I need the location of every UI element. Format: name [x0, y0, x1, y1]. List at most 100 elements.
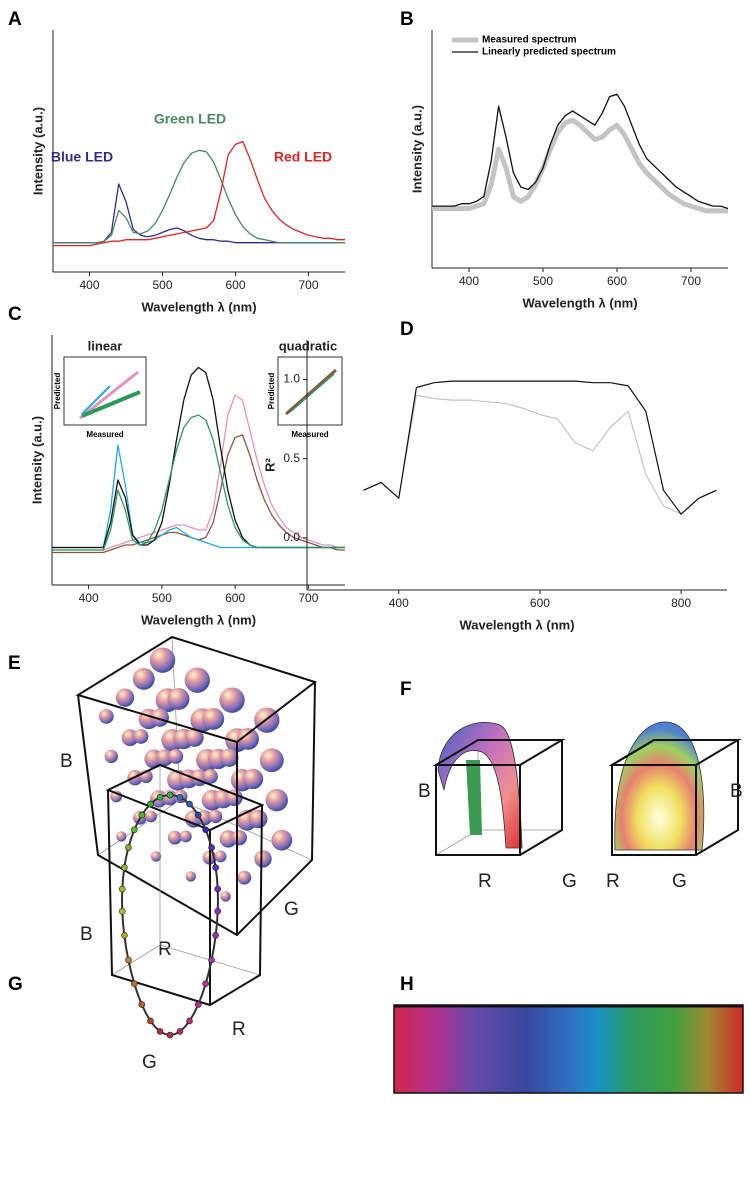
loop-point — [156, 793, 164, 801]
sphere — [168, 748, 184, 764]
loop-point — [176, 793, 184, 801]
sphere — [133, 728, 149, 744]
x-tick-label: 400 — [79, 591, 99, 605]
legend-label: Linearly predicted spectrum — [482, 47, 616, 58]
loop-point — [202, 826, 209, 834]
x-tick-label: 500 — [152, 278, 172, 292]
sphere — [150, 708, 169, 727]
axis-label: G — [672, 871, 687, 892]
axis-label: B — [60, 751, 73, 772]
loop-point — [208, 844, 215, 851]
loop-point — [212, 932, 219, 939]
x-axis-label: Wavelength λ (nm) — [141, 612, 256, 627]
inset-points — [79, 370, 139, 420]
y-axis-label: Intensity (a.u.) — [409, 105, 424, 193]
sphere — [203, 768, 218, 784]
colorbar: H — [393, 974, 744, 1094]
sphere-cube: E B R G — [8, 635, 318, 960]
data-line — [52, 414, 345, 551]
sphere — [219, 687, 245, 713]
spheres — [98, 647, 293, 902]
sphere — [116, 831, 127, 842]
sphere — [208, 809, 223, 824]
loop-point — [131, 826, 138, 834]
inset-points — [81, 385, 111, 415]
loop-point — [156, 1028, 164, 1035]
x-tick-label: 500 — [533, 274, 553, 288]
loop-point — [186, 800, 193, 808]
x-tick-label: 500 — [152, 591, 172, 605]
panel-label: H — [400, 974, 414, 995]
sphere — [185, 871, 196, 882]
data-line — [52, 434, 345, 554]
panel-label: E — [8, 653, 21, 674]
sphere — [104, 749, 118, 764]
loop-point — [214, 908, 222, 915]
inset-linear: linear Measured Predicted — [53, 338, 147, 439]
loop-point — [214, 885, 222, 893]
axis-label: R — [158, 939, 172, 960]
x-tick-label: 800 — [671, 596, 691, 610]
panel-label: B — [400, 9, 414, 30]
loop-point — [166, 791, 174, 799]
cube-edge — [519, 740, 563, 856]
sphere — [220, 891, 231, 902]
sphere — [184, 667, 210, 693]
sphere — [150, 851, 162, 862]
panel-label: F — [400, 679, 412, 700]
inset-points — [289, 373, 335, 413]
inset-quadratic: quadratic Measured Predicted — [267, 338, 343, 439]
loop-point — [166, 1031, 174, 1039]
sphere — [237, 727, 259, 750]
legend-label: Measured spectrum — [482, 35, 577, 46]
loop-point — [125, 844, 132, 851]
axis-label: B — [730, 781, 743, 802]
data-line — [363, 380, 717, 515]
loop-point — [194, 811, 202, 819]
inset-points — [81, 390, 141, 418]
x-axis-label: Wavelength λ (nm) — [522, 295, 637, 310]
panel-label: C — [8, 304, 22, 325]
sphere — [242, 768, 264, 790]
y-tick-label: 0.5 — [283, 451, 300, 465]
loop-point — [118, 908, 126, 915]
x-axis-label: Wavelength λ (nm) — [459, 617, 574, 632]
inset-y-label: Predicted — [267, 373, 276, 410]
loop-point — [202, 980, 209, 987]
sphere — [185, 728, 204, 747]
sphere — [202, 707, 225, 730]
data-line — [432, 93, 729, 210]
loop-point — [176, 1028, 184, 1035]
series-label: Red LED — [274, 149, 332, 165]
sphere — [214, 850, 227, 863]
panel-label: A — [8, 9, 22, 30]
x-tick-label: 600 — [607, 274, 627, 288]
axis-label: R — [606, 871, 620, 892]
loop-point — [186, 1017, 193, 1025]
sphere — [220, 748, 239, 767]
x-tick-label: 700 — [681, 274, 701, 288]
loop-point — [208, 956, 215, 964]
y-axis-label: Intensity (a.u.) — [29, 416, 44, 504]
sphere — [167, 687, 190, 710]
inset-points — [285, 368, 337, 416]
data-line — [53, 183, 345, 244]
axis-label: G — [284, 899, 299, 920]
sphere — [259, 748, 284, 773]
loop-point — [138, 811, 146, 819]
loop — [118, 791, 222, 1039]
x-tick-label: 700 — [298, 278, 318, 292]
panel-label: D — [400, 319, 414, 340]
inset-title: quadratic — [279, 338, 338, 353]
axis-label: B — [80, 924, 93, 945]
series-label: Blue LED — [51, 149, 113, 165]
sphere — [254, 850, 272, 868]
color-gradient — [393, 1004, 744, 1094]
loop-point — [147, 800, 154, 808]
loop-point — [138, 1001, 146, 1008]
surface-cubes: F B R G R G B — [400, 679, 743, 892]
sphere — [98, 708, 114, 724]
series-label: Green LED — [154, 111, 226, 127]
y-tick-label: 0.0 — [283, 530, 300, 544]
